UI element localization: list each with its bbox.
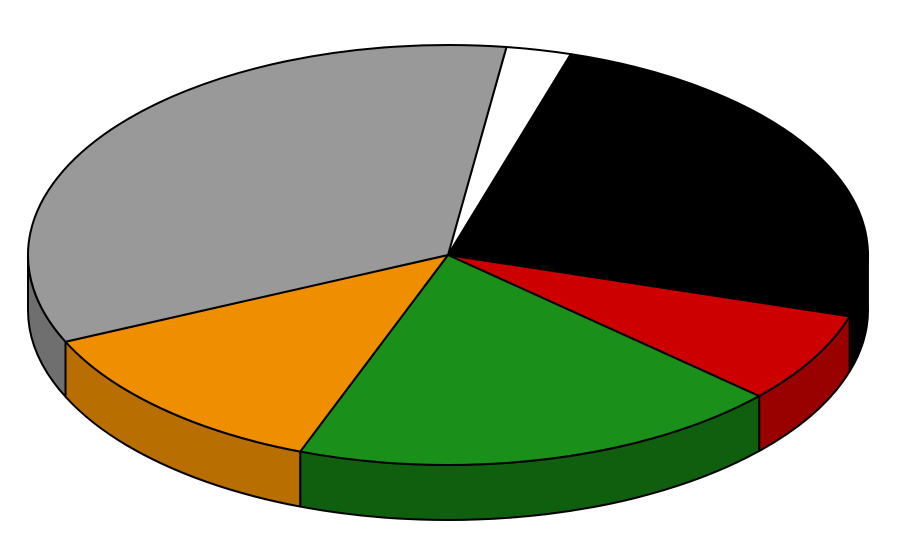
pie-chart-3d (0, 0, 897, 546)
